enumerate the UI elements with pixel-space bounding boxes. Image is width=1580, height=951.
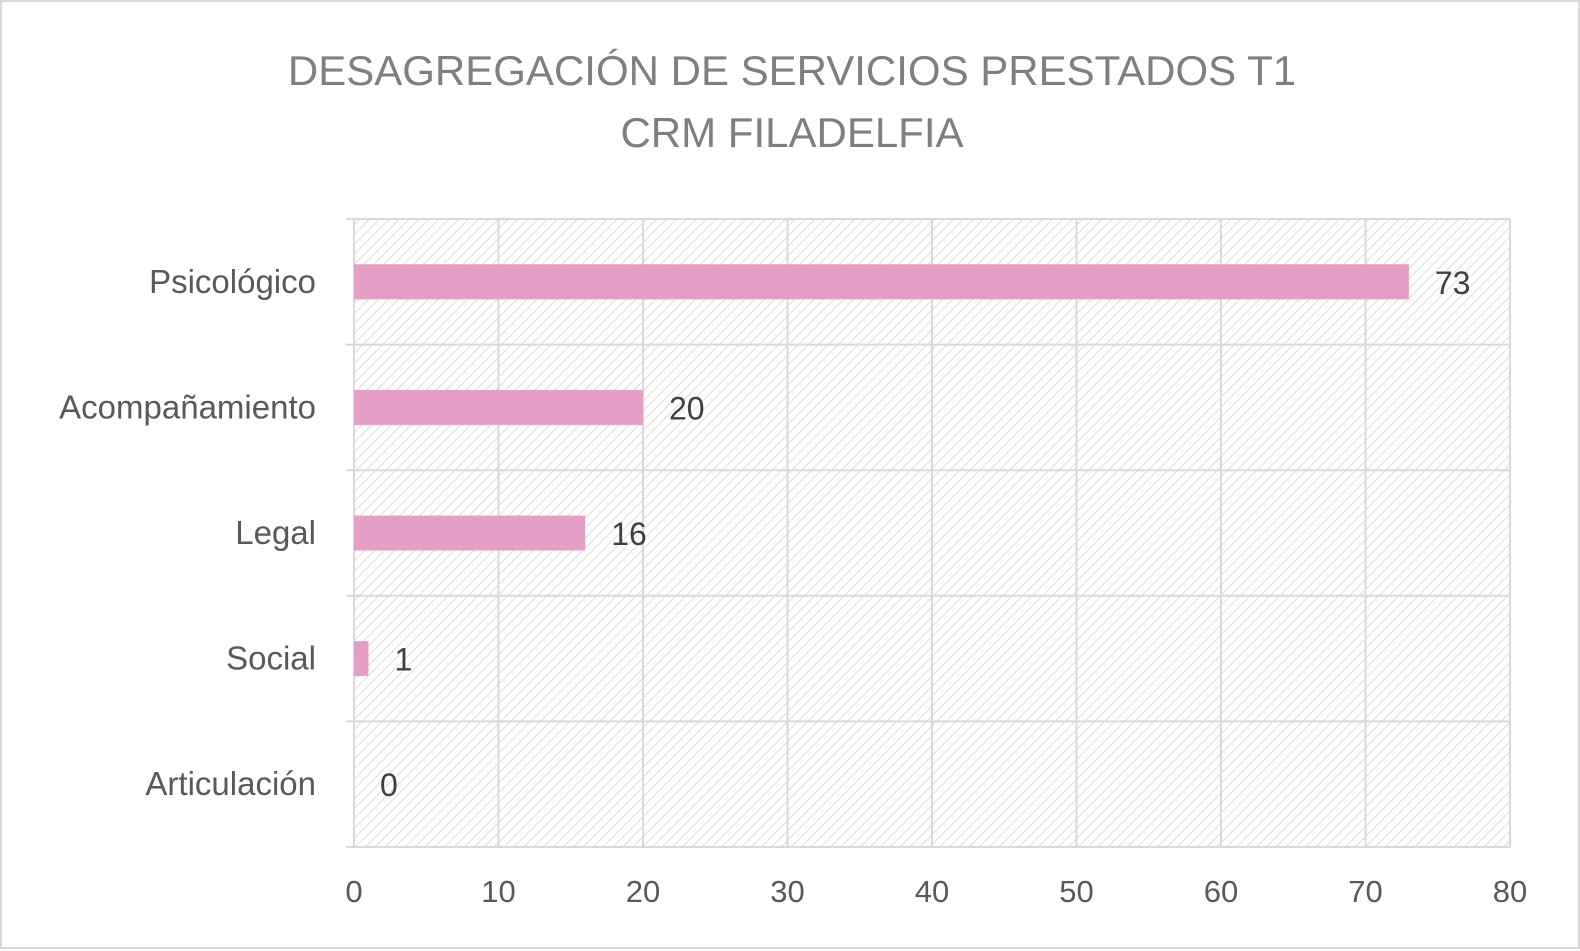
x-tick-label: 30: [770, 874, 804, 909]
chart-title-line-2: CRM FILADELFIA: [620, 109, 964, 156]
bars: [354, 264, 1409, 677]
x-tick-label: 50: [1059, 874, 1093, 909]
data-label: 20: [669, 390, 705, 426]
x-tick-label: 20: [626, 874, 660, 909]
x-tick-label: 80: [1493, 874, 1527, 909]
category-label: Legal: [235, 514, 316, 551]
category-label: Social: [226, 640, 316, 677]
x-tick-label: 10: [481, 874, 515, 909]
chart-title-line-1: DESAGREGACIÓN DE SERVICIOS PRESTADOS T1: [287, 47, 1297, 94]
category-label: Acompañamiento: [59, 388, 316, 425]
category-label: Psicológico: [149, 263, 316, 300]
category-label: Articulación: [145, 765, 316, 802]
x-tick-label: 70: [1348, 874, 1382, 909]
x-tick-label: 0: [345, 874, 362, 909]
data-label: 1: [394, 642, 412, 678]
x-tick-label: 60: [1204, 874, 1238, 909]
data-label: 16: [611, 516, 647, 552]
data-label: 0: [380, 767, 398, 803]
bar: [354, 641, 369, 677]
gridlines: [346, 218, 1511, 848]
bar: [354, 389, 643, 425]
bar: [354, 264, 1409, 300]
bar: [354, 515, 586, 551]
chart-title: DESAGREGACIÓN DE SERVICIOS PRESTADOS T1 …: [2, 40, 1580, 164]
data-label: 73: [1435, 265, 1471, 301]
x-tick-label: 40: [915, 874, 949, 909]
